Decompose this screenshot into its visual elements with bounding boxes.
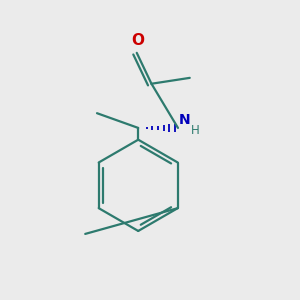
Text: O: O <box>131 32 144 47</box>
Text: H: H <box>191 124 200 137</box>
Text: N: N <box>178 113 190 127</box>
